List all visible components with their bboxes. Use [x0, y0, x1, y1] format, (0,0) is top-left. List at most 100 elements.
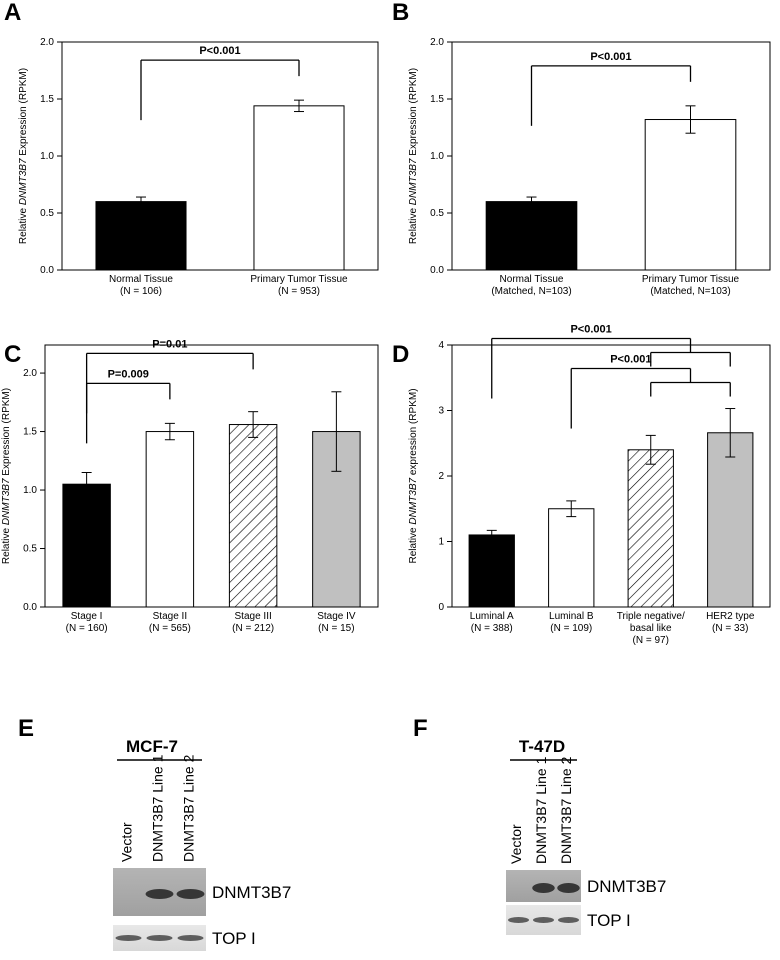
y-tick-label: 0.0 [40, 265, 54, 276]
y-axis-label-part: DNMT3B7 [1, 478, 12, 525]
x-tick-label: HER2 type [706, 611, 755, 622]
y-axis-label-part: Expression (RPKM) [18, 68, 29, 159]
row-label: TOP I [587, 911, 631, 930]
bar [627, 449, 674, 608]
y-tick-label: 1.5 [430, 94, 444, 105]
panel-letter: C [4, 341, 21, 368]
bar [145, 431, 195, 608]
x-tick-label: Primary Tumor Tissue [642, 274, 740, 285]
y-axis-label-part: Relative [18, 205, 29, 244]
blot-band [115, 935, 142, 941]
p-value: P=0.009 [108, 368, 149, 380]
blot-band [532, 883, 555, 893]
lane-label: DNMT3B7 Line 1 [533, 756, 549, 864]
x-tick-label: Stage III [235, 611, 272, 622]
y-axis-label-part: Relative [408, 525, 419, 564]
x-tick-label: (N = 33) [712, 623, 748, 634]
bar [253, 105, 345, 271]
x-tick-label: Stage II [153, 611, 187, 622]
x-tick-label: (N = 212) [232, 623, 274, 634]
blot-band [177, 935, 204, 941]
row-label: DNMT3B7 [212, 883, 291, 902]
y-axis-label: Relative DNMT3B7 Expression (RPKM) [1, 388, 12, 564]
x-tick-label: Luminal A [470, 611, 514, 622]
y-tick-label: 1.5 [40, 94, 54, 105]
x-tick-label: (N = 953) [278, 286, 320, 297]
panel-letter: F [413, 715, 428, 742]
lane-label: DNMT3B7 Line 2 [181, 754, 197, 862]
cell-line: T-47D [519, 737, 565, 756]
blot-band [145, 889, 174, 899]
plot-frame [44, 344, 379, 608]
bar [707, 432, 754, 608]
x-tick-label: (N = 97) [633, 635, 669, 646]
p-value: P<0.001 [570, 324, 611, 336]
row-label: DNMT3B7 [587, 877, 666, 896]
panel-letter: B [392, 0, 409, 26]
y-tick-label: 0.5 [430, 208, 444, 219]
y-tick-label: 0.5 [40, 208, 54, 219]
y-tick-label: 1.0 [40, 151, 54, 162]
y-tick-label: 0.5 [23, 544, 37, 555]
y-tick-label: 0 [438, 602, 444, 613]
y-axis-label: Relative DNMT3B7 expression (RPKM) [408, 388, 419, 563]
y-tick-label: 0.0 [430, 265, 444, 276]
blot-band [176, 889, 205, 899]
x-tick-label: Normal Tissue [109, 274, 173, 285]
blot-band [533, 917, 554, 923]
y-axis-label-part: DNMT3B7 [408, 158, 419, 205]
significance-bracket [530, 65, 692, 126]
p-value: P<0.001 [590, 51, 631, 63]
x-tick-label: (N = 565) [149, 623, 191, 634]
lane-label: DNMT3B7 Line 2 [558, 756, 574, 864]
lane-label: DNMT3B7 Line 1 [150, 754, 166, 862]
bar [228, 424, 278, 608]
lane-label: Vector [508, 824, 524, 864]
bar [62, 483, 111, 608]
y-axis-label-part: DNMT3B7 [18, 158, 29, 205]
x-tick-label: (N = 109) [550, 623, 592, 634]
bar [95, 201, 187, 271]
blot-band [146, 935, 173, 941]
p-value: P<0.001 [610, 354, 651, 366]
x-tick-label: (Matched, N=103) [650, 286, 730, 297]
significance-bracket [570, 367, 731, 429]
y-tick-label: 1.5 [23, 427, 37, 438]
x-tick-label: (Matched, N=103) [491, 286, 571, 297]
x-tick-label: (N = 160) [66, 623, 108, 634]
x-tick-label: Luminal B [549, 611, 594, 622]
y-tick-label: 2.0 [23, 368, 37, 379]
blot-band [558, 917, 579, 923]
p-value: P<0.001 [199, 45, 240, 57]
panel-letter: D [392, 341, 409, 368]
significance-bracket [140, 59, 300, 121]
y-tick-label: 2 [438, 471, 444, 482]
bar [644, 119, 737, 271]
y-axis-label-part: expression (RPKM) [408, 388, 419, 477]
bar [468, 534, 515, 608]
y-axis-label-part: DNMT3B7 [408, 478, 419, 525]
x-tick-label: (N = 388) [471, 623, 513, 634]
y-tick-label: 1 [438, 537, 444, 548]
bar [548, 508, 595, 608]
blot-band [508, 917, 529, 923]
x-tick-label: Stage IV [317, 611, 356, 622]
blot-band [557, 883, 580, 893]
bar [485, 201, 578, 271]
p-value: P=0.01 [152, 338, 187, 350]
y-tick-label: 3 [438, 406, 444, 417]
panel-letter: A [4, 0, 21, 26]
y-tick-label: 1.0 [23, 485, 37, 496]
lane-label: Vector [119, 822, 135, 862]
x-tick-label: (N = 106) [120, 286, 162, 297]
row-label: TOP I [212, 929, 256, 948]
y-axis-label-part: Relative [1, 525, 12, 564]
x-tick-label: Stage I [71, 611, 103, 622]
y-tick-label: 1.0 [430, 151, 444, 162]
x-tick-label: (N = 15) [318, 623, 354, 634]
y-axis-label: Relative DNMT3B7 Expression (RPKM) [18, 68, 29, 244]
x-tick-label: Primary Tumor Tissue [250, 274, 348, 285]
y-axis-label-part: Expression (RPKM) [1, 388, 12, 479]
significance-bracket [491, 337, 731, 399]
